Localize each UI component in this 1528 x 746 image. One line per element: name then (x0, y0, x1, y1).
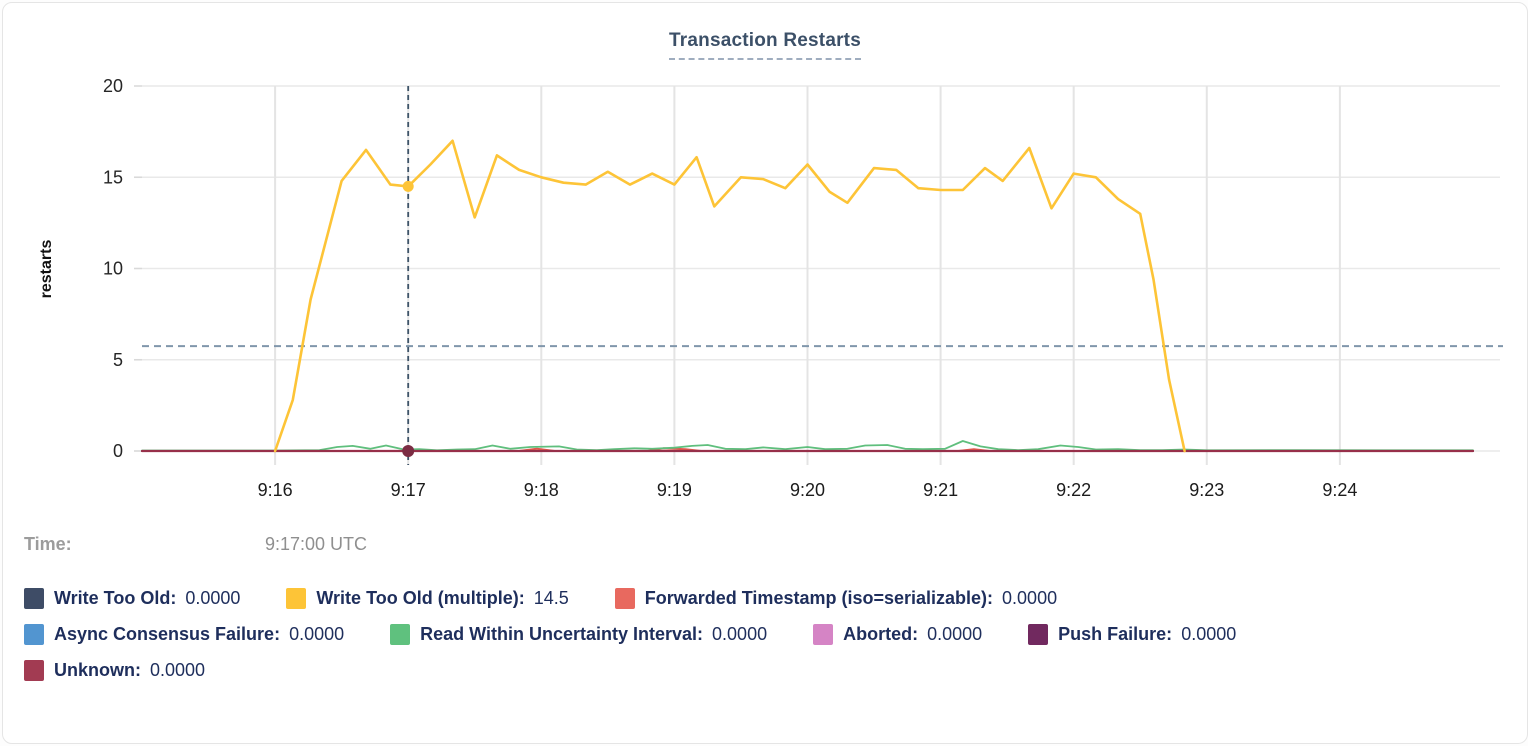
legend-label: Write Too Old: (54, 588, 177, 608)
chart-canvas[interactable]: 0 5 10 15 20 restarts 9:16 9:17 9:18 9:19 9:20 9:21… (3, 3, 1527, 518)
legend-value: 0.0000 (927, 624, 983, 644)
x-tick-label: 9:22 (1056, 480, 1091, 500)
legend-swatch (24, 660, 44, 681)
legend-value: 0.0000 (1002, 588, 1058, 608)
legend-item-read-within-uncertainty-interval: Read Within Uncertainty Interval: 0.0000 (390, 624, 767, 645)
legend-item-async-consensus-failure: Async Consensus Failure: 0.0000 (24, 624, 344, 645)
legend-item-aborted: Aborted: 0.0000 (813, 624, 982, 645)
x-tick-label: 9:24 (1322, 480, 1357, 500)
series-write-too-old-multiple (273, 139, 1186, 453)
tooltip-time-label: Time: (24, 534, 72, 554)
crosshair-dot (402, 180, 414, 192)
x-tick-label: 9:23 (1189, 480, 1224, 500)
legend-value: 0.0000 (1181, 624, 1237, 644)
y-axis: 0 5 10 15 20 (103, 76, 1500, 461)
legend-label: Unknown: (54, 660, 141, 680)
legend-swatch (24, 624, 44, 645)
legend-item-write-too-old-multiple: Write Too Old (multiple): 14.5 (286, 588, 569, 609)
legend-value: 0.0000 (712, 624, 768, 644)
legend-item-unknown: Unknown: 0.0000 (24, 660, 205, 681)
series-forwarded-timestamp-iso-serializable (141, 447, 1474, 452)
chart-legend: Write Too Old: 0.0000 Write Too Old (multi… (24, 588, 1236, 681)
legend-swatch (1028, 624, 1049, 645)
legend-label: Aborted: (843, 624, 919, 644)
legend-item-write-too-old: Write Too Old: 0.0000 (24, 588, 240, 609)
legend-item-push-failure: Push Failure: 0.0000 (1028, 624, 1236, 645)
x-axis: 9:16 9:17 9:18 9:19 9:20 9:21 9:22 9:23 9:24 (258, 86, 1357, 500)
tooltip-time-value: 9:17:00 UTC (265, 534, 368, 554)
legend-swatch (24, 588, 44, 609)
legend-value: 0.0000 (289, 624, 345, 644)
series-lines (140, 139, 1475, 453)
legend-label: Async Consensus Failure: (54, 624, 281, 644)
chart-title: Transaction Restarts (3, 30, 1527, 60)
y-axis-title: restarts (38, 240, 55, 299)
x-tick-label: 9:16 (258, 480, 293, 500)
y-tick-label: 15 (103, 167, 123, 187)
legend-swatch (614, 588, 635, 609)
x-tick-label: 9:19 (657, 480, 692, 500)
legend-swatch (390, 624, 411, 645)
legend-value: 0.0000 (150, 660, 206, 680)
legend-row: Write Too Old: 0.0000 Write Too Old (multi… (24, 588, 1236, 609)
series-read-within-uncertainty-interval (141, 440, 1474, 452)
x-tick-label: 9:17 (391, 480, 426, 500)
legend-label: Read Within Uncertainty Interval: (420, 624, 704, 644)
legend-value: 0.0000 (185, 588, 241, 608)
chart-title-text: Transaction Restarts (669, 30, 861, 60)
x-tick-label: 9:18 (524, 480, 559, 500)
legend-value: 14.5 (533, 588, 569, 608)
legend-label: Write Too Old (multiple): (316, 588, 525, 608)
legend-label: Push Failure: (1058, 624, 1173, 644)
legend-row: Unknown: 0.0000 (24, 660, 1236, 681)
x-tick-label: 9:20 (790, 480, 825, 500)
tooltip-time-row: Time: 9:17:00 UTC (24, 534, 367, 555)
crosshair-dot (402, 445, 415, 457)
y-tick-label: 20 (103, 76, 123, 96)
legend-item-forwarded-timestamp-iso-serializable: Forwarded Timestamp (iso=serializable): 0… (614, 588, 1058, 609)
legend-row: Async Consensus Failure: 0.0000 Read Withi… (24, 624, 1236, 645)
legend-swatch (813, 624, 834, 645)
y-tick-label: 10 (103, 259, 123, 279)
y-tick-label: 0 (113, 441, 123, 461)
crosshair-dots (402, 180, 415, 457)
legend-label: Forwarded Timestamp (iso=serializable): (644, 588, 994, 608)
x-tick-label: 9:21 (923, 480, 958, 500)
y-tick-label: 5 (113, 350, 123, 370)
legend-swatch (286, 588, 307, 609)
